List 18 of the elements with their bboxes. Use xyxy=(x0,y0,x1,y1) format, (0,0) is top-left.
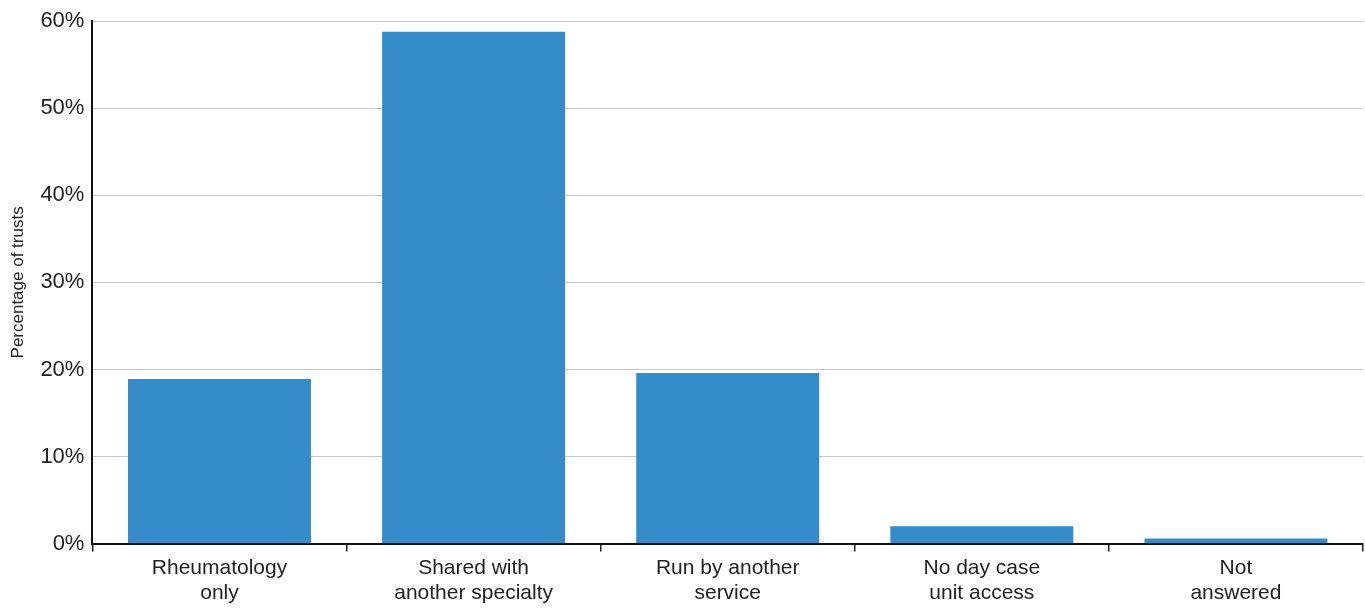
y-tick-label: 30% xyxy=(40,268,85,294)
bar xyxy=(128,379,311,544)
x-tick-label: Not answered xyxy=(1190,555,1282,604)
y-tick-label: 0% xyxy=(52,529,85,555)
y-tick-label: 40% xyxy=(40,181,85,207)
x-tick-label: No day case unit access xyxy=(923,555,1041,604)
x-tick-label: Shared with another specialty xyxy=(394,555,554,604)
x-tick-label: Run by another service xyxy=(655,555,800,604)
y-tick-label: 50% xyxy=(40,94,85,120)
bar xyxy=(890,526,1074,544)
y-tick-label: 60% xyxy=(40,7,85,33)
x-tick-label: Rheumatology only xyxy=(151,555,288,604)
y-tick-label: 20% xyxy=(40,355,85,381)
bar xyxy=(382,31,566,544)
bar xyxy=(1144,538,1328,544)
y-axis-title: Percentage of trusts xyxy=(7,206,27,359)
y-tick-label: 10% xyxy=(40,442,85,468)
bar xyxy=(636,372,820,544)
